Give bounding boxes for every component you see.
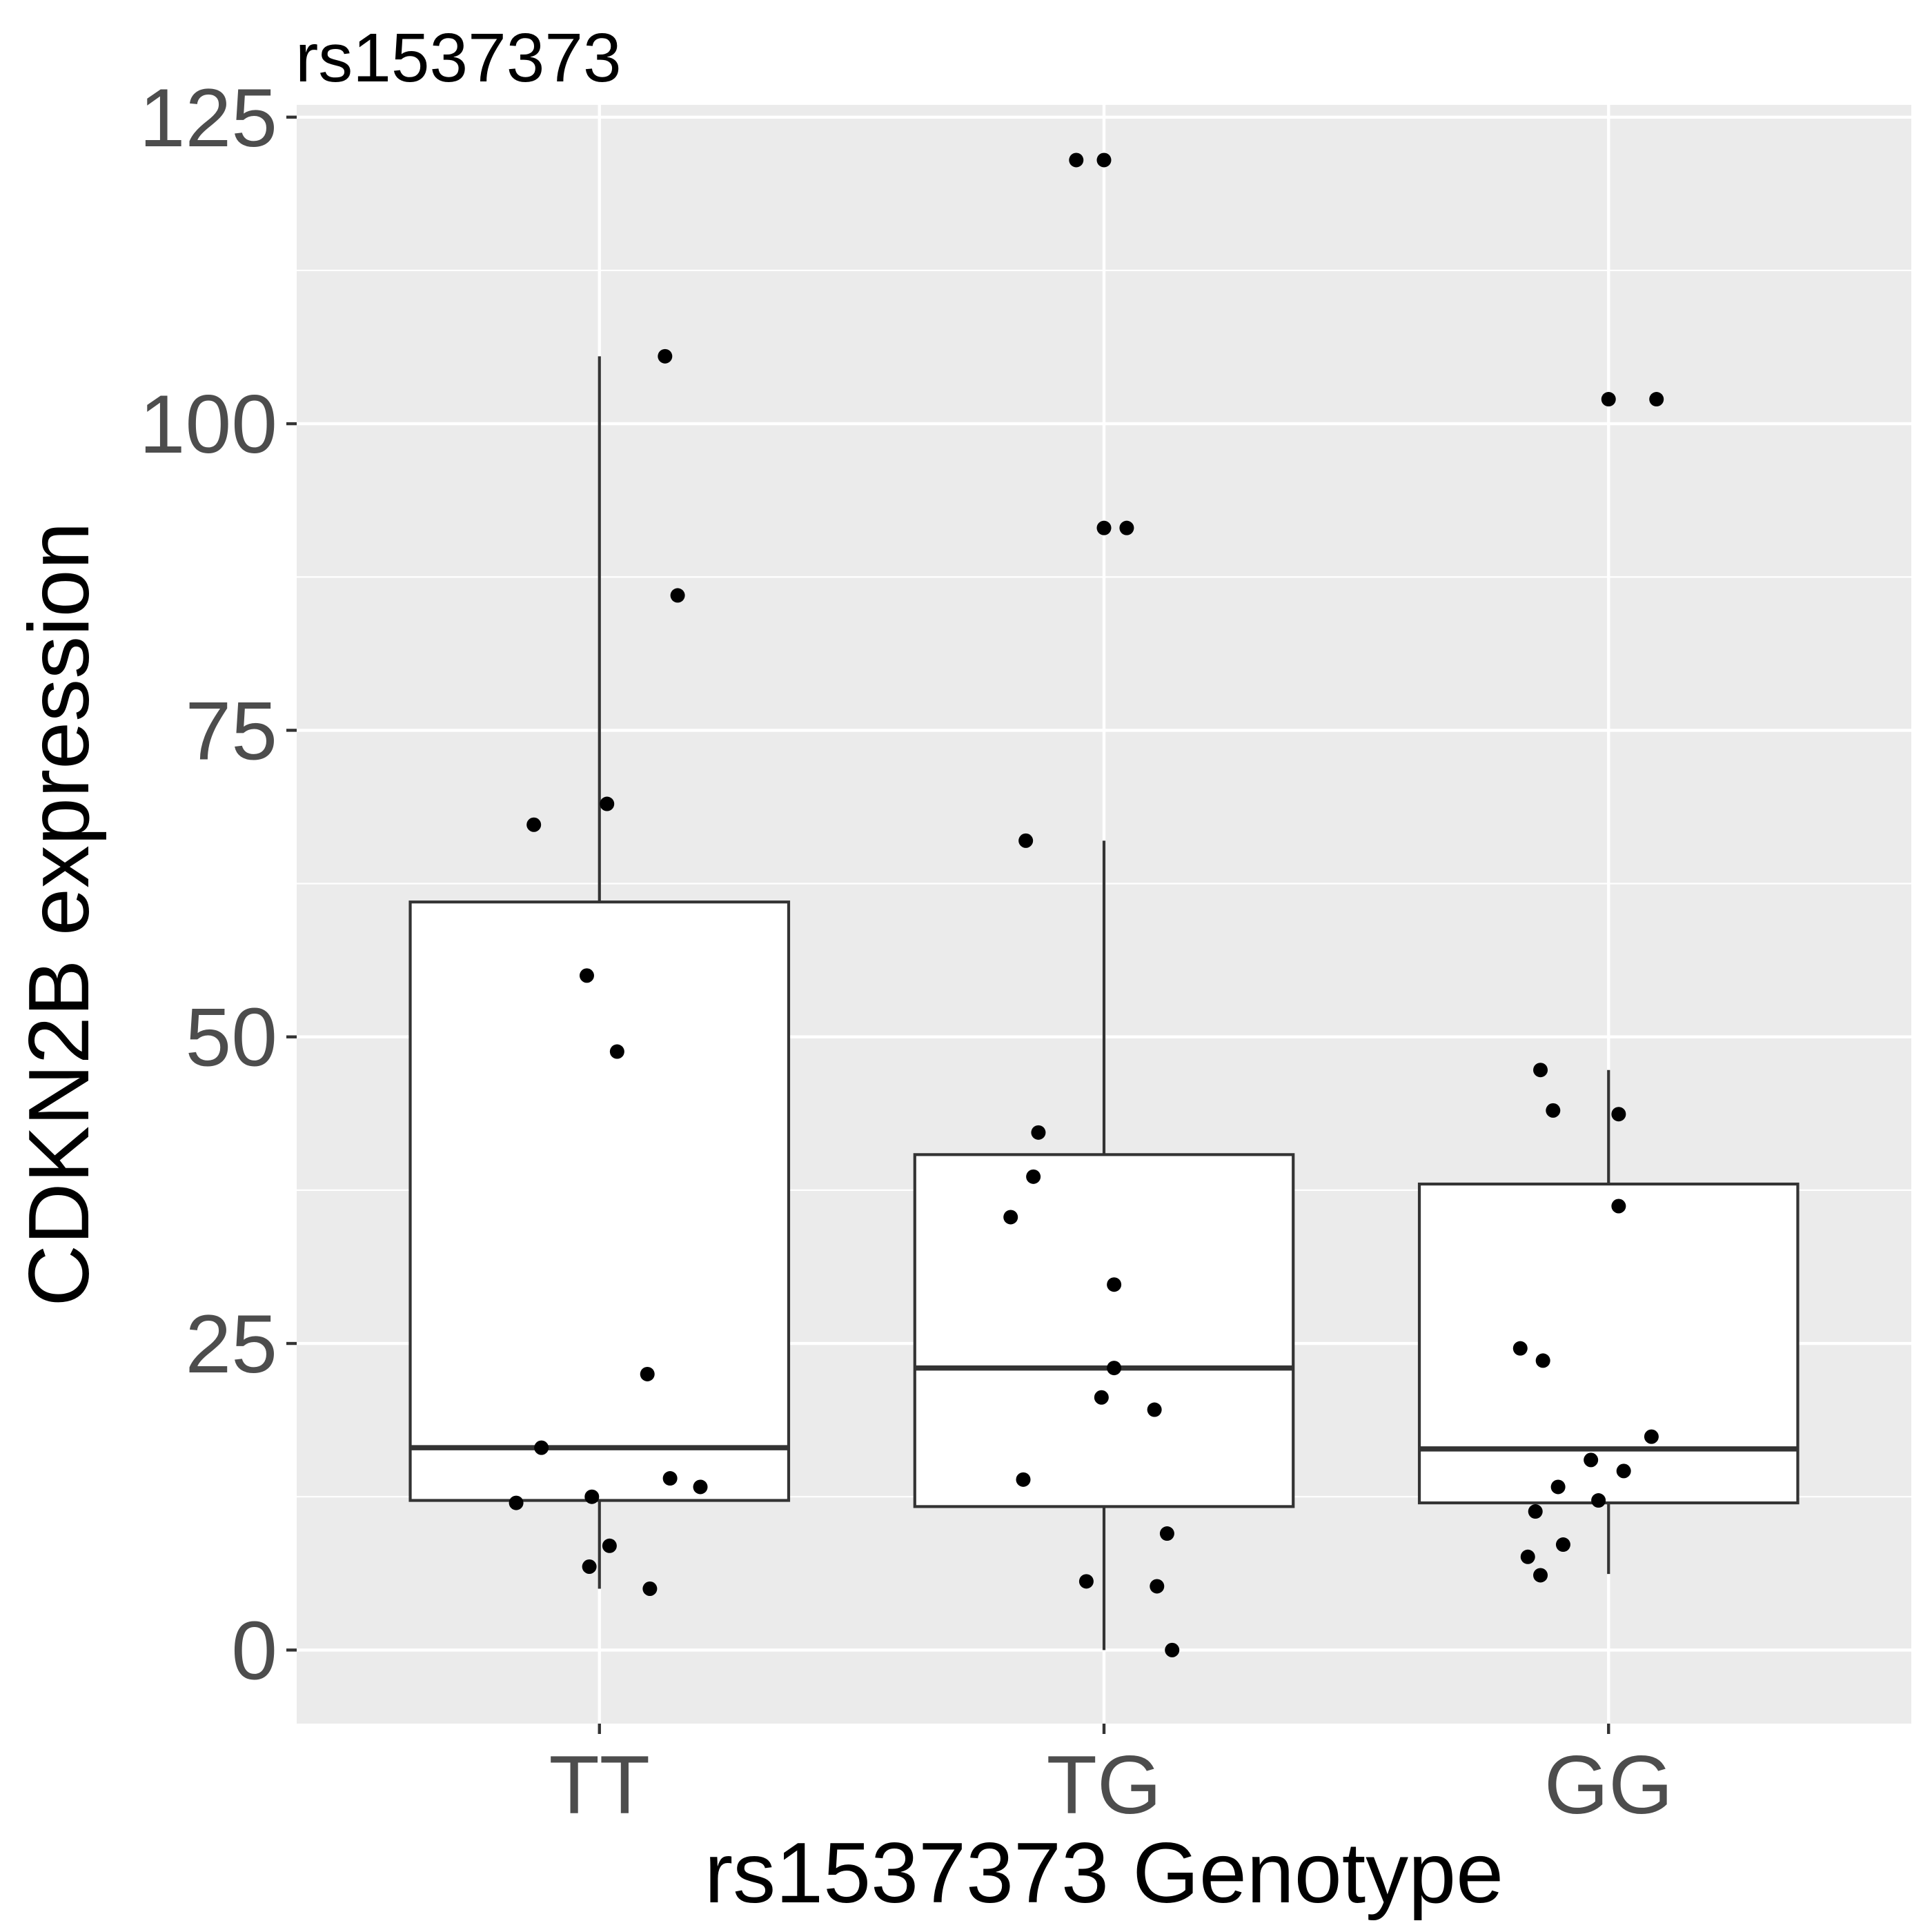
box-body [1417,1182,1800,1505]
point-gg [1611,1107,1626,1122]
box-body [408,900,791,1502]
point-tg [1096,152,1112,168]
point-tg [1026,1169,1041,1184]
point-tt [509,1495,524,1510]
point-gg [1533,1063,1548,1078]
point-tt [693,1479,708,1495]
point-tt [534,1440,549,1455]
x-axis-title: rs1537373 Genotype [704,1826,1504,1921]
point-gg [1535,1353,1550,1368]
point-tt [526,817,542,832]
point-gg [1584,1452,1599,1468]
y-axis-title: CDKN2B expression [12,522,107,1306]
point-gg [1533,1568,1548,1583]
point-tt [609,1044,624,1059]
box-body [913,1153,1295,1508]
y-tick-label: 50 [186,992,277,1084]
point-tt [662,1471,678,1486]
point-gg [1591,1493,1606,1508]
point-tt [584,1489,600,1504]
point-tg [1031,1125,1046,1140]
point-gg [1512,1341,1528,1356]
point-gg [1611,1199,1626,1214]
point-tg [1165,1642,1180,1657]
point-tg [1096,520,1112,535]
box-tg [913,840,1295,1650]
point-tg [1119,520,1134,535]
point-tg [1150,1579,1165,1594]
point-tg [1107,1361,1122,1376]
y-tick-label: 25 [186,1298,277,1390]
point-tt [670,588,685,603]
point-tt [600,796,615,811]
point-gg [1520,1549,1535,1564]
chart-title: rs1537373 [295,19,622,97]
axes: 0 25 50 75 100 125 TT TG GG [139,72,1673,1831]
point-gg [1644,1429,1659,1444]
point-tg [1094,1390,1109,1405]
point-tg [1016,1472,1031,1487]
point-tg [1069,152,1084,168]
point-gg [1550,1479,1566,1495]
x-tick-label-gg: GG [1544,1739,1673,1831]
y-tick-label: 100 [139,378,277,471]
point-tt [602,1538,617,1553]
point-tt [640,1366,655,1381]
point-tt [642,1581,658,1596]
boxes [408,356,1800,1650]
point-tt [582,1559,597,1575]
point-gg [1528,1504,1543,1519]
point-tt [658,348,673,364]
point-gg [1616,1463,1631,1479]
data-points [509,152,1664,1657]
point-tg [1003,1210,1018,1225]
x-tick-label-tg: TG [1047,1739,1162,1831]
point-gg [1546,1103,1561,1118]
point-tt [579,968,594,983]
y-tick-label: 125 [139,72,277,164]
point-gg [1555,1537,1570,1552]
point-gg [1601,392,1616,407]
x-tick-label-tt: TT [549,1739,650,1831]
point-tg [1107,1277,1122,1292]
box-tt [408,356,791,1589]
y-tick-label: 75 [186,684,277,777]
y-tick-label: 0 [231,1604,277,1697]
box-gg [1417,1070,1800,1575]
point-tg [1159,1526,1174,1541]
point-gg [1649,392,1664,407]
point-tg [1147,1402,1162,1417]
point-tg [1078,1574,1094,1589]
point-tg [1018,833,1034,848]
